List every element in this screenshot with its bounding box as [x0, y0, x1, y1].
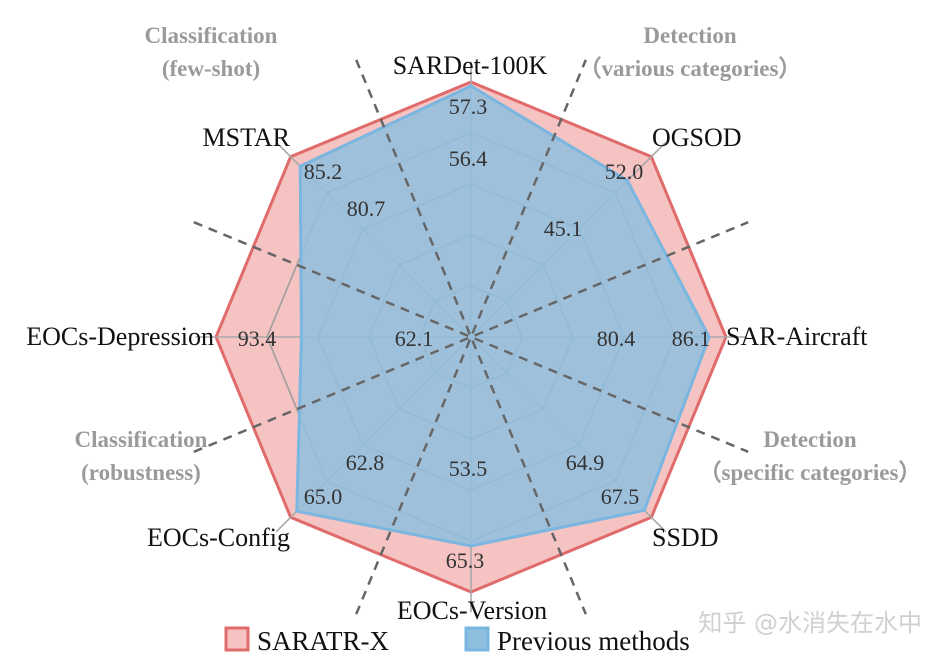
value-inner-eocs-version: 53.5: [449, 456, 488, 481]
value-inner-sar-aircraft: 80.4: [597, 326, 636, 351]
group-divider-4: [355, 59, 587, 615]
group-labels: Classification (few-shot) Detection （var…: [75, 23, 922, 485]
value-outer-eocs-config: 65.0: [304, 484, 343, 509]
group-label-4-sub: (robustness): [81, 460, 201, 485]
legend-swatch-previous-methods: [464, 626, 490, 652]
axis-label-eocs-depression: EOCs-Depression: [26, 322, 214, 351]
value-outer-sar-aircraft: 86.1: [672, 326, 711, 351]
legend-swatch-saratr-x: [224, 626, 250, 652]
value-inner-sardet: 56.4: [449, 146, 488, 171]
axis-label-eocs-version: EOCs-Version: [397, 596, 547, 625]
axis-labels: SARDet-100K OGSOD SAR-Aircraft SSDD EOCs…: [26, 51, 868, 625]
group-divider-1: [355, 59, 587, 615]
value-outer-ogsod: 52.0: [605, 159, 644, 184]
watermark-text: 知乎 @水消失在水中: [698, 609, 922, 637]
value-inner-ogsod: 45.1: [544, 216, 583, 241]
group-divider-3: [193, 221, 749, 453]
axis-label-ssdd: SSDD: [652, 523, 718, 552]
legend-label-saratr-x: SARATR-X: [257, 626, 390, 656]
group-label-4-title: Classification: [75, 427, 208, 452]
group-dividers: [193, 59, 749, 615]
group-label-1-sub: (few-shot): [162, 56, 260, 81]
previous-methods-area: [295, 84, 711, 548]
value-inner-eocs-config: 62.8: [346, 450, 385, 475]
value-outer-sardet: 57.3: [449, 94, 488, 119]
legend: SARATR-X Previous methods: [224, 626, 690, 656]
group-label-3-title: Detection: [763, 427, 856, 452]
group-label-2-title: Detection: [643, 23, 736, 48]
group-label-1-title: Classification: [145, 23, 278, 48]
legend-label-previous-methods: Previous methods: [497, 626, 690, 656]
axis-label-sardet: SARDet-100K: [393, 51, 548, 80]
axis-label-ogsod: OGSOD: [652, 123, 742, 152]
value-inner-mstar: 80.7: [347, 196, 386, 221]
axis-label-sar-aircraft: SAR-Aircraft: [726, 322, 868, 351]
value-outer-eocs-version: 65.3: [446, 548, 485, 573]
value-outer-mstar: 85.2: [304, 159, 343, 184]
group-label-3-sub: （specific categories）: [699, 459, 922, 485]
group-label-2-sub: （various categories）: [579, 55, 802, 81]
axis-label-eocs-config: EOCs-Config: [147, 523, 290, 552]
group-divider-2: [193, 221, 749, 453]
axis-label-mstar: MSTAR: [203, 123, 291, 152]
value-labels: 57.3 56.4 52.0 45.1 86.1 80.4 67.5 64.9 …: [238, 94, 711, 573]
value-outer-eocs-depression: 93.4: [238, 326, 277, 351]
value-outer-ssdd: 67.5: [601, 484, 640, 509]
value-inner-eocs-depression: 62.1: [395, 326, 434, 351]
value-inner-ssdd: 64.9: [566, 450, 605, 475]
